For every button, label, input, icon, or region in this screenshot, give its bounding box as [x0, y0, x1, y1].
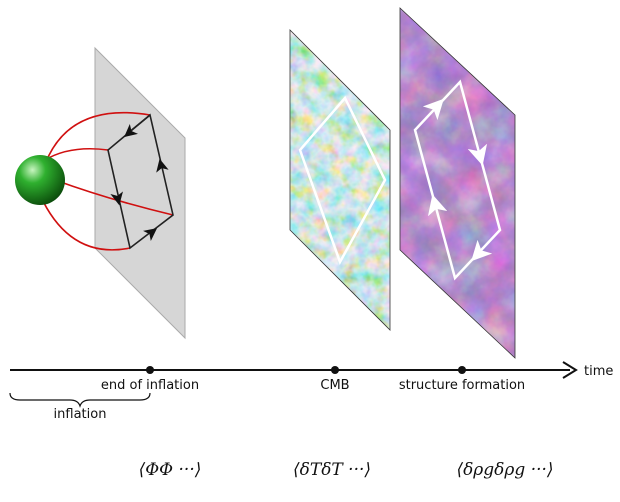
period-label: inflation — [54, 407, 107, 422]
event-label: end of inflation — [101, 378, 199, 393]
cmb-map — [290, 30, 390, 330]
structure-map — [400, 8, 515, 358]
plane — [95, 48, 185, 338]
diagram: end of inflation CMB structure formation… — [0, 0, 620, 498]
event-label: CMB — [320, 378, 349, 393]
event-dot — [331, 366, 339, 374]
sphere — [15, 155, 65, 205]
correlator: ⟨δTδT ···⟩ — [293, 460, 371, 480]
event-dot — [146, 366, 154, 374]
correlator: ⟨ΦΦ ···⟩ — [139, 460, 202, 480]
correlator: ⟨δρgδρg ···⟩ — [456, 460, 553, 480]
axis-label: time — [584, 364, 613, 379]
brace — [10, 393, 150, 406]
event-label: structure formation — [399, 378, 525, 393]
event-dot — [458, 366, 466, 374]
